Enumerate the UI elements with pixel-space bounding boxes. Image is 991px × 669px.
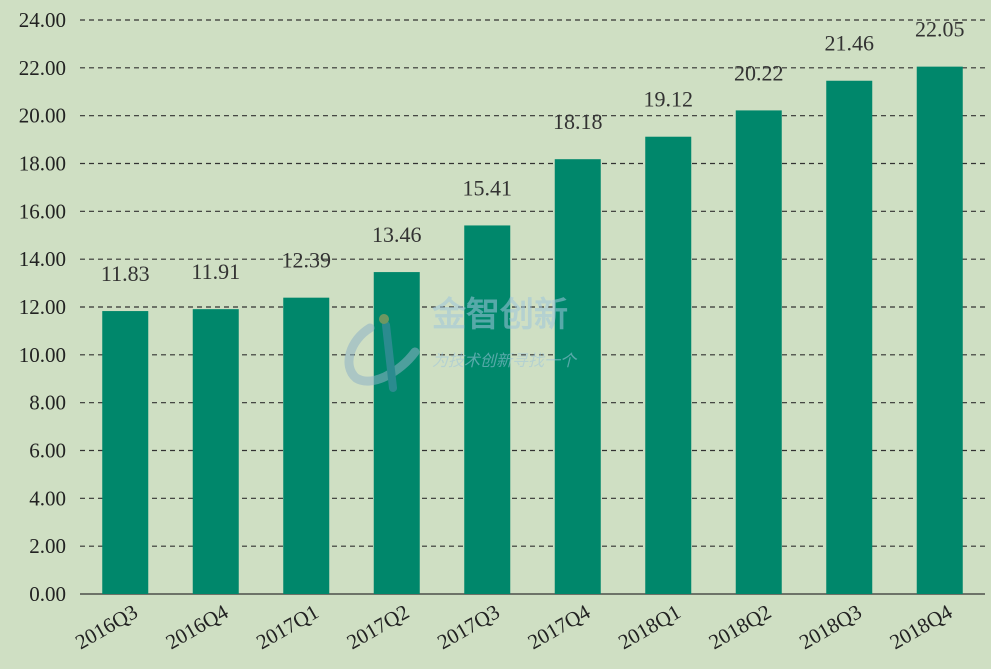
data-label: 15.41 (463, 175, 513, 200)
data-label: 11.91 (191, 259, 240, 284)
watermark-title: 金智创新 (431, 295, 568, 335)
x-tick-label: 2018Q3 (795, 600, 866, 655)
data-label: 11.83 (101, 261, 150, 286)
x-tick-label: 2018Q1 (614, 600, 685, 655)
grid-lines (80, 19, 985, 595)
x-tick-label: 2016Q3 (71, 600, 142, 655)
y-tick-label: 14.00 (19, 247, 66, 271)
y-tick-label: 22.00 (19, 56, 66, 80)
y-tick-label: 4.00 (29, 486, 66, 510)
x-tick-label: 2017Q3 (433, 600, 504, 655)
y-tick-label: 10.00 (19, 343, 66, 367)
watermark-slogan: 为技术创新寻找一个 (432, 351, 578, 370)
data-label: 20.22 (734, 60, 784, 85)
y-axis: 0.00 2.00 4.00 6.00 8.00 10.00 12.00 14.00 16.00… (19, 8, 66, 606)
bar (283, 297, 330, 594)
bar (826, 80, 873, 594)
bar (373, 272, 420, 594)
y-tick-label: 8.00 (29, 391, 66, 415)
bar (735, 110, 782, 594)
y-tick-label: 24.00 (19, 8, 66, 32)
x-tick-label: 2018Q2 (705, 600, 776, 655)
y-tick-label: 2.00 (29, 534, 66, 558)
data-label: 22.05 (915, 17, 965, 42)
x-tick-label: 2018Q4 (886, 599, 957, 654)
data-label: 18.18 (553, 109, 603, 134)
x-tick-label: 2017Q1 (252, 600, 323, 655)
x-tick-label: 2016Q4 (162, 599, 233, 654)
bar (554, 159, 601, 594)
watermark-logo: 金智创新 为技术创新寻找一个 (344, 295, 578, 392)
data-label: 19.12 (644, 87, 694, 112)
bar (916, 66, 963, 594)
y-tick-label: 6.00 (29, 439, 66, 463)
bar (192, 309, 239, 594)
y-tick-label: 0.00 (29, 582, 66, 606)
data-label: 21.46 (825, 31, 875, 56)
y-tick-label: 20.00 (19, 104, 66, 128)
y-tick-label: 18.00 (19, 152, 66, 176)
x-tick-label: 2017Q4 (524, 599, 595, 654)
data-label: 12.39 (282, 248, 332, 273)
data-labels: 11.83 11.91 12.39 13.46 15.41 18.18 19.12 20.22… (101, 17, 965, 286)
bar (645, 136, 692, 595)
y-tick-label: 16.00 (19, 199, 66, 223)
data-label: 13.46 (372, 222, 422, 247)
bar (102, 311, 149, 594)
bar (464, 225, 511, 595)
x-axis: 2016Q3 2016Q4 2017Q1 2017Q2 2017Q3 2017Q4 2018… (71, 599, 957, 654)
bars (102, 66, 963, 595)
y-tick-label: 12.00 (19, 295, 66, 319)
x-tick-label: 2017Q2 (343, 600, 414, 655)
